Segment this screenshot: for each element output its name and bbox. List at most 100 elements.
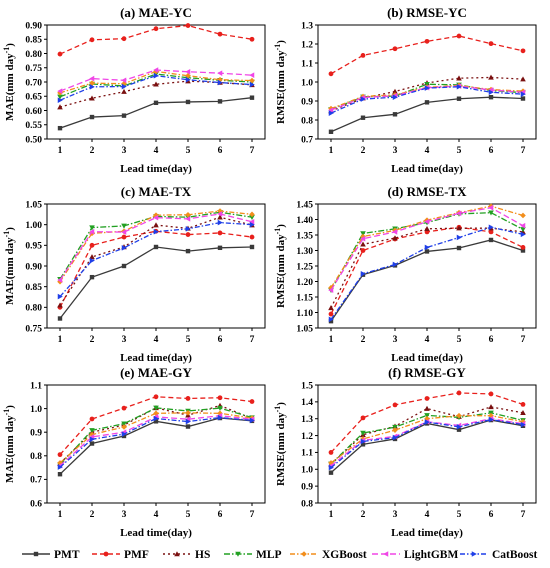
data-point-pmf (57, 51, 63, 57)
data-point-catboost (424, 419, 430, 425)
x-tick-label: 4 (154, 146, 159, 156)
data-point-catboost (249, 417, 255, 424)
series-line-lightgbm (330, 418, 524, 467)
x-tick-label: 5 (457, 510, 462, 520)
x-tick-label: 6 (489, 146, 494, 156)
y-tick-label: 0.75 (25, 64, 42, 74)
data-point-lightgbm (153, 67, 159, 73)
legend-marker (103, 551, 109, 557)
data-point-catboost (249, 221, 255, 228)
data-point-catboost (57, 97, 63, 104)
y-tick-label: 1.05 (25, 200, 42, 210)
data-point-pmt (57, 316, 63, 321)
y-tick-label: 0.60 (25, 107, 42, 117)
data-point-pmt (217, 245, 223, 251)
y-tick-label: 0.90 (25, 262, 42, 272)
y-tick-label: 1.30 (296, 247, 313, 257)
data-point-pmf (121, 405, 127, 411)
data-point-pmf (520, 245, 526, 250)
y-tick-label: 1.15 (296, 293, 313, 303)
data-point-pmt (57, 472, 63, 477)
data-point-pmt (360, 442, 366, 447)
data-point-hs (456, 225, 462, 231)
data-point-lightgbm (121, 77, 127, 84)
data-point-xgboost (57, 90, 63, 96)
data-point-lightgbm (89, 228, 95, 235)
y-tick-label: 0.85 (25, 283, 42, 293)
data-point-pmt (121, 113, 127, 118)
legend: PMT PMF HS MLP XGBoost LightGBM CatBoost (22, 549, 538, 561)
series-line-catboost (59, 416, 253, 468)
x-tick-label: 2 (361, 146, 366, 156)
x-tick-label: 7 (250, 146, 255, 156)
data-point-hs (456, 75, 462, 81)
x-tick-label: 5 (186, 146, 191, 156)
data-point-xgboost (249, 211, 255, 218)
data-point-lightgbm (249, 218, 255, 225)
x-axis-label: Lead time(day) (391, 163, 463, 175)
x-tick-label: 3 (122, 510, 127, 520)
y-tick-label: 1.40 (296, 216, 313, 226)
data-point-pmf (249, 36, 255, 42)
x-axis-label: Lead time(day) (120, 352, 192, 364)
data-point-xgboost (57, 460, 63, 466)
data-point-catboost (121, 245, 127, 251)
data-point-catboost (89, 257, 95, 264)
x-tick-label: 2 (90, 146, 95, 156)
legend-label: PMF (124, 549, 149, 561)
y-axis-label: RMSE(mm day-1) (273, 224, 287, 308)
y-tick-label: 0.7 (30, 476, 42, 486)
y-tick-label: 0.85 (25, 36, 42, 46)
data-point-lightgbm (520, 222, 526, 229)
y-tick-label: 1.05 (296, 324, 313, 334)
data-point-lightgbm (456, 210, 462, 217)
data-point-catboost (57, 464, 63, 470)
data-point-xgboost (185, 72, 191, 79)
y-axis-label: MAE(mm day-1) (2, 227, 16, 305)
data-point-hs (520, 410, 526, 416)
x-tick-label: 4 (154, 335, 159, 345)
y-tick-label: 0.6 (30, 499, 42, 509)
data-point-mlp (57, 94, 63, 100)
data-point-xgboost (520, 212, 526, 219)
legend-marker (174, 551, 180, 557)
data-point-pmf (217, 230, 223, 236)
y-tick-label: 1.2 (301, 432, 313, 442)
data-point-pmf (520, 48, 526, 54)
legend-item-xgboost: XGBoost (290, 549, 367, 561)
data-point-pmf (89, 416, 95, 422)
chart-panel-1: (a) MAE-YC 0.50 0.55 0.60 0.65 0.70 0.75 0.80 0.… (2, 5, 266, 175)
panel-title: (b) RMSE-YC (387, 5, 467, 20)
x-tick-label: 1 (58, 510, 63, 520)
data-point-hs (57, 104, 63, 110)
legend-item-hs: HS (163, 549, 210, 561)
data-point-hs (89, 254, 95, 260)
y-tick-label: 0.7 (301, 135, 313, 145)
data-point-hs (520, 76, 526, 82)
legend-label: CatBoost (492, 549, 538, 561)
panel-title: (a) MAE-YC (120, 5, 192, 20)
data-point-pmf (185, 23, 191, 28)
x-tick-label: 3 (122, 146, 127, 156)
data-point-catboost (520, 91, 526, 97)
x-tick-label: 3 (393, 335, 398, 345)
data-point-catboost (488, 416, 494, 423)
panel-title: (e) MAE-GY (120, 365, 192, 380)
legend-label: MLP (256, 549, 282, 561)
chart-panel-2: (b) RMSE-YC 0.7 0.8 0.9 1.0 1.1 1.2 1.3 1 2 3 4 5 6 7 L… (273, 5, 537, 175)
x-tick-label: 5 (457, 335, 462, 345)
data-point-mlp (520, 227, 526, 233)
y-tick-label: 1.35 (296, 231, 313, 241)
data-point-catboost (153, 72, 159, 79)
data-point-pmt (456, 245, 462, 251)
data-point-lightgbm (392, 229, 398, 235)
legend-label: LightGBM (404, 549, 458, 561)
y-tick-label: 0.80 (25, 50, 42, 60)
data-point-catboost (121, 83, 127, 90)
data-point-hs (488, 404, 494, 410)
legend-label: HS (195, 549, 210, 561)
data-point-xgboost (488, 412, 494, 419)
data-point-pmt (185, 248, 191, 254)
data-point-hs (153, 222, 159, 228)
